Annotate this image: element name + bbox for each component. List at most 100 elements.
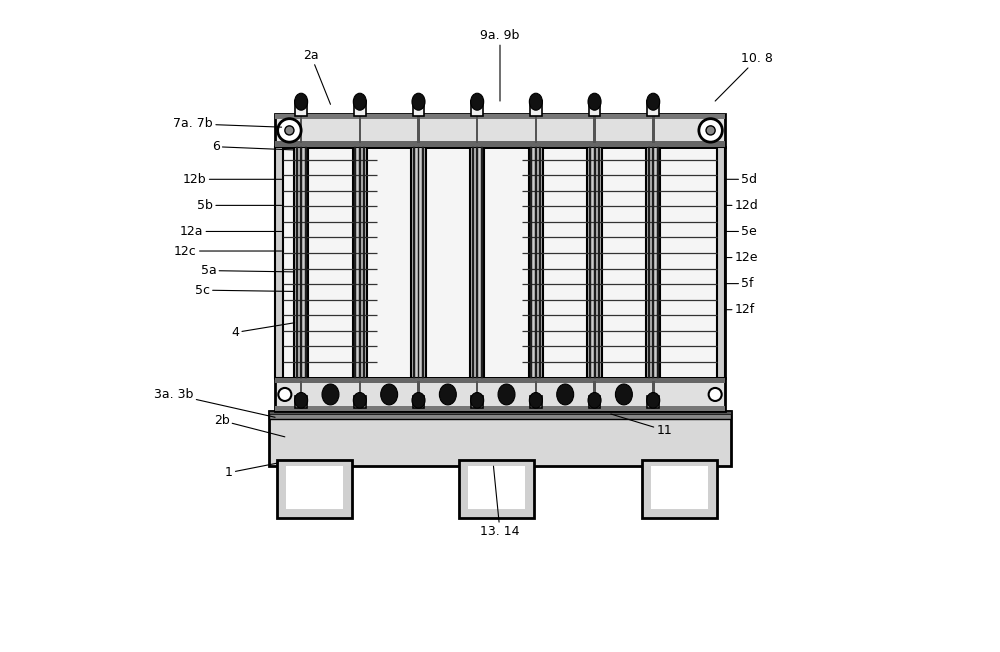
Bar bbox=[277, 460, 352, 518]
Ellipse shape bbox=[295, 393, 308, 408]
Bar bbox=[647, 396, 659, 408]
Bar bbox=[647, 101, 659, 116]
Bar bbox=[275, 114, 725, 147]
Bar bbox=[476, 147, 478, 378]
Bar bbox=[598, 147, 600, 378]
Bar bbox=[300, 381, 302, 408]
Bar bbox=[269, 411, 731, 466]
Bar bbox=[530, 147, 532, 378]
Text: 5b: 5b bbox=[197, 199, 282, 212]
Ellipse shape bbox=[498, 384, 515, 405]
Ellipse shape bbox=[322, 384, 339, 405]
Bar bbox=[530, 101, 542, 116]
Ellipse shape bbox=[412, 93, 425, 110]
Ellipse shape bbox=[412, 393, 425, 408]
Bar bbox=[413, 101, 424, 116]
Bar bbox=[422, 147, 424, 378]
Ellipse shape bbox=[353, 393, 366, 408]
Bar bbox=[353, 147, 367, 378]
Circle shape bbox=[278, 119, 301, 142]
Bar bbox=[652, 381, 655, 408]
Bar bbox=[459, 460, 534, 518]
Ellipse shape bbox=[529, 93, 542, 110]
Bar bbox=[418, 147, 419, 378]
Text: 6: 6 bbox=[212, 140, 295, 153]
Text: 5a: 5a bbox=[201, 264, 295, 277]
Text: 5d: 5d bbox=[725, 173, 757, 186]
Circle shape bbox=[706, 126, 715, 135]
Bar bbox=[275, 406, 725, 411]
Text: 7a. 7b: 7a. 7b bbox=[173, 117, 282, 130]
Bar bbox=[354, 101, 366, 116]
Ellipse shape bbox=[471, 93, 484, 110]
Bar bbox=[275, 114, 725, 119]
Bar bbox=[648, 147, 650, 378]
Bar bbox=[359, 113, 361, 143]
Bar bbox=[652, 113, 655, 143]
Bar bbox=[296, 147, 298, 378]
Bar bbox=[476, 113, 478, 143]
Bar bbox=[295, 101, 307, 116]
Text: 10. 8: 10. 8 bbox=[715, 52, 773, 101]
Bar bbox=[652, 147, 654, 378]
Circle shape bbox=[699, 119, 722, 142]
Bar bbox=[717, 147, 725, 378]
Bar bbox=[354, 396, 366, 408]
Bar bbox=[275, 378, 725, 383]
Bar bbox=[535, 381, 537, 408]
Bar bbox=[594, 147, 596, 378]
Text: 5c: 5c bbox=[195, 284, 295, 297]
Bar bbox=[275, 147, 283, 378]
Text: 2a: 2a bbox=[303, 49, 330, 104]
Bar bbox=[529, 147, 543, 378]
Bar bbox=[471, 101, 483, 116]
Bar bbox=[589, 396, 600, 408]
Text: 3a. 3b: 3a. 3b bbox=[154, 388, 275, 417]
Text: 5e: 5e bbox=[725, 225, 757, 238]
Bar bbox=[286, 466, 343, 509]
Bar bbox=[269, 411, 731, 414]
Bar bbox=[471, 396, 483, 408]
Text: 12b: 12b bbox=[183, 173, 282, 186]
Bar bbox=[593, 113, 596, 143]
Text: 12a: 12a bbox=[180, 225, 282, 238]
Bar bbox=[651, 466, 708, 509]
Bar bbox=[589, 101, 600, 116]
Bar bbox=[300, 147, 302, 378]
Bar bbox=[295, 396, 307, 408]
Bar bbox=[587, 147, 602, 378]
Bar bbox=[589, 147, 591, 378]
Ellipse shape bbox=[529, 393, 542, 408]
Text: 12c: 12c bbox=[174, 244, 282, 258]
Bar bbox=[417, 113, 420, 143]
Bar bbox=[539, 147, 541, 378]
Text: 13. 14: 13. 14 bbox=[480, 466, 520, 538]
Bar bbox=[530, 396, 542, 408]
Bar bbox=[468, 466, 525, 509]
Text: 5f: 5f bbox=[725, 277, 754, 290]
Bar bbox=[470, 147, 484, 378]
Text: 12f: 12f bbox=[725, 303, 755, 316]
Ellipse shape bbox=[471, 393, 484, 408]
Bar bbox=[413, 147, 415, 378]
Bar bbox=[359, 147, 361, 378]
Ellipse shape bbox=[557, 384, 574, 405]
Bar bbox=[300, 113, 302, 143]
Bar bbox=[657, 147, 659, 378]
Bar bbox=[481, 147, 483, 378]
Ellipse shape bbox=[588, 393, 601, 408]
Bar bbox=[354, 147, 356, 378]
Bar bbox=[535, 113, 537, 143]
Text: 11: 11 bbox=[611, 414, 672, 437]
Circle shape bbox=[278, 388, 291, 401]
Text: 1: 1 bbox=[225, 463, 278, 479]
Bar bbox=[359, 381, 361, 408]
Bar bbox=[275, 141, 725, 147]
Ellipse shape bbox=[615, 384, 632, 405]
Bar bbox=[275, 147, 725, 378]
Ellipse shape bbox=[381, 384, 398, 405]
Text: 12d: 12d bbox=[725, 199, 758, 212]
Bar bbox=[305, 147, 307, 378]
Bar bbox=[417, 381, 420, 408]
Ellipse shape bbox=[647, 93, 660, 110]
